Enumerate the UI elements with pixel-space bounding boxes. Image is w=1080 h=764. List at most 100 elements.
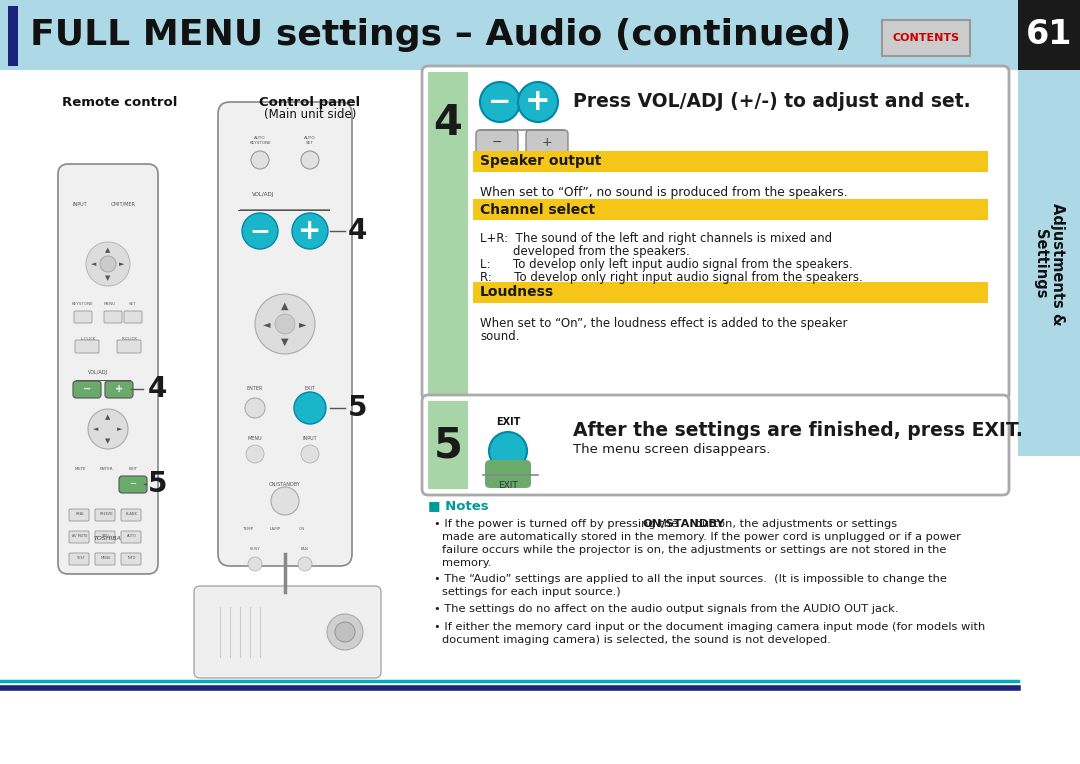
FancyBboxPatch shape [69, 509, 89, 521]
Text: −: − [491, 135, 502, 148]
Text: MENU: MENU [100, 556, 111, 560]
Text: +: + [298, 217, 322, 245]
Text: R-CLICK: R-CLICK [122, 337, 138, 341]
Text: The menu screen disappears.: The menu screen disappears. [573, 443, 770, 456]
Text: TEMP: TEMP [242, 527, 254, 531]
Circle shape [327, 614, 363, 650]
FancyBboxPatch shape [119, 476, 147, 493]
Text: • The “Audio” settings are applied to all the input sources.  (It is impossible : • The “Audio” settings are applied to al… [434, 574, 947, 584]
FancyBboxPatch shape [218, 102, 352, 566]
FancyBboxPatch shape [473, 282, 988, 303]
Circle shape [246, 445, 264, 463]
Text: Adjustments &
Settings: Adjustments & Settings [1032, 202, 1065, 325]
Circle shape [271, 487, 299, 515]
Circle shape [301, 445, 319, 463]
Text: 4: 4 [348, 217, 367, 245]
FancyBboxPatch shape [73, 381, 102, 398]
Circle shape [480, 82, 519, 122]
Text: AV MUTE: AV MUTE [72, 534, 87, 538]
Text: ◄: ◄ [93, 426, 98, 432]
Circle shape [245, 398, 265, 418]
Text: 5: 5 [348, 394, 367, 422]
Text: Press VOL/ADJ (+/-) to adjust and set.: Press VOL/ADJ (+/-) to adjust and set. [573, 92, 971, 111]
Circle shape [292, 213, 328, 249]
Text: EXIT: EXIT [305, 386, 315, 391]
Text: +: + [114, 384, 123, 394]
FancyBboxPatch shape [485, 460, 531, 488]
Text: SET: SET [130, 302, 137, 306]
Text: ▼: ▼ [106, 438, 110, 444]
FancyBboxPatch shape [95, 531, 114, 543]
Text: ▲: ▲ [281, 301, 288, 311]
Text: ON/STANDBY: ON/STANDBY [269, 481, 301, 486]
FancyBboxPatch shape [1018, 70, 1080, 456]
Text: • If the power is turned off by pressing the: • If the power is turned off by pressing… [434, 519, 681, 529]
Text: memory.: memory. [442, 558, 491, 568]
Text: Loudness: Loudness [480, 286, 554, 299]
Text: failure occurs while the projector is on, the adjustments or settings are not st: failure occurs while the projector is on… [442, 545, 946, 555]
Text: MENU: MENU [104, 302, 116, 306]
FancyBboxPatch shape [476, 130, 518, 154]
FancyBboxPatch shape [422, 395, 1009, 495]
Text: 5: 5 [433, 424, 462, 466]
Text: ON/STANDBY: ON/STANDBY [642, 519, 725, 529]
Text: L:      To develop only left input audio signal from the speakers.: L: To develop only left input audio sign… [480, 258, 852, 271]
Text: MENU: MENU [247, 436, 262, 441]
FancyBboxPatch shape [428, 401, 468, 489]
Text: AUTO
SET: AUTO SET [305, 136, 315, 144]
Text: +: + [525, 88, 551, 116]
FancyBboxPatch shape [95, 509, 114, 521]
Circle shape [275, 314, 295, 334]
FancyBboxPatch shape [76, 380, 131, 381]
Text: REAL: REAL [76, 512, 84, 516]
FancyBboxPatch shape [422, 66, 1009, 400]
Text: ►: ► [118, 426, 123, 432]
Text: ▼: ▼ [106, 275, 110, 281]
FancyBboxPatch shape [124, 311, 141, 323]
Text: developed from the speakers.: developed from the speakers. [513, 245, 690, 258]
Text: ►: ► [299, 319, 307, 329]
Text: AUTO
KEYSTONE: AUTO KEYSTONE [249, 136, 271, 144]
FancyBboxPatch shape [75, 340, 99, 353]
Text: ►: ► [119, 261, 124, 267]
Text: 5: 5 [148, 470, 167, 498]
FancyBboxPatch shape [194, 586, 381, 678]
Circle shape [100, 256, 116, 272]
Text: ENTER: ENTER [247, 386, 264, 391]
Circle shape [298, 557, 312, 571]
Text: (Main unit side): (Main unit side) [264, 108, 356, 121]
Text: −: − [249, 219, 270, 243]
Circle shape [248, 557, 262, 571]
Text: When set to “Off”, no sound is produced from the speakers.: When set to “Off”, no sound is produced … [480, 186, 848, 199]
Text: 4: 4 [433, 102, 462, 144]
FancyBboxPatch shape [240, 209, 330, 211]
Text: BUSY: BUSY [249, 547, 260, 551]
FancyBboxPatch shape [473, 151, 988, 172]
Text: MUTE: MUTE [75, 467, 85, 471]
FancyBboxPatch shape [882, 20, 970, 56]
Text: INPUT: INPUT [302, 436, 318, 441]
Text: LAMP: LAMP [269, 527, 281, 531]
Text: FREEZE: FREEZE [99, 512, 112, 516]
Text: OMIT/MER: OMIT/MER [110, 202, 135, 206]
FancyBboxPatch shape [104, 311, 122, 323]
FancyBboxPatch shape [69, 531, 89, 543]
Text: When set to “On”, the loudness effect is added to the speaker: When set to “On”, the loudness effect is… [480, 317, 848, 330]
Text: document imaging camera) is selected, the sound is not developed.: document imaging camera) is selected, th… [442, 635, 831, 645]
Text: L-CLICK: L-CLICK [80, 337, 96, 341]
Circle shape [87, 409, 129, 449]
Text: ◄: ◄ [92, 261, 97, 267]
FancyBboxPatch shape [105, 381, 133, 398]
FancyBboxPatch shape [76, 380, 131, 381]
Text: −: − [83, 384, 91, 394]
Text: EXIT: EXIT [496, 417, 521, 427]
Text: • The settings do no affect on the audio output signals from the AUDIO OUT jack.: • The settings do no affect on the audio… [434, 604, 899, 614]
Text: TOSHIBA: TOSHIBA [94, 536, 122, 542]
Text: ◄: ◄ [264, 319, 271, 329]
Circle shape [518, 82, 558, 122]
Text: Control panel: Control panel [259, 96, 361, 109]
Text: EXIT: EXIT [498, 481, 518, 490]
Circle shape [251, 151, 269, 169]
Text: button, the adjustments or settings: button, the adjustments or settings [691, 519, 897, 529]
FancyBboxPatch shape [428, 72, 468, 394]
